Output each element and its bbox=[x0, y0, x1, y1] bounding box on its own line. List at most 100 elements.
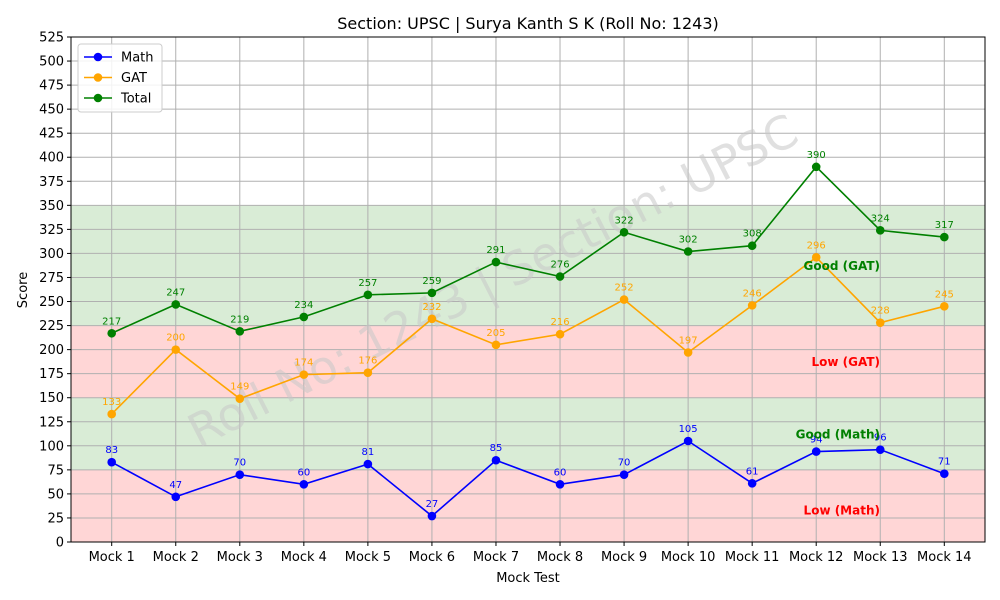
data-point-math bbox=[619, 470, 629, 479]
data-point-gat bbox=[235, 394, 245, 403]
chart-title: Section: UPSC | Surya Kanth S K (Roll No… bbox=[337, 14, 718, 33]
grid-layer bbox=[71, 36, 985, 543]
data-label-math: 70 bbox=[618, 458, 631, 469]
data-label-total: 322 bbox=[615, 215, 634, 226]
x-tick-label: Mock 5 bbox=[345, 550, 391, 565]
data-point-gat bbox=[491, 340, 501, 350]
data-label-gat: 149 bbox=[230, 382, 249, 393]
y-tick-label: 275 bbox=[39, 271, 64, 286]
data-point-math bbox=[299, 479, 309, 489]
data-label-gat: 197 bbox=[679, 336, 698, 347]
y-tick-label: 425 bbox=[39, 127, 64, 142]
data-label-math: 85 bbox=[490, 443, 503, 454]
x-tick-label: Mock 7 bbox=[473, 550, 519, 565]
data-point-total bbox=[619, 227, 629, 237]
y-tick-label: 0 bbox=[56, 536, 64, 551]
data-point-total bbox=[363, 290, 373, 300]
data-point-total bbox=[875, 226, 885, 235]
legend-label-math: Math bbox=[121, 51, 154, 66]
data-point-total bbox=[427, 288, 437, 298]
y-tick-label: 375 bbox=[39, 175, 64, 190]
data-label-total: 324 bbox=[871, 213, 890, 224]
data-label-total: 390 bbox=[807, 150, 826, 161]
x-tick-label: Mock 11 bbox=[725, 550, 780, 565]
data-point-math bbox=[683, 436, 693, 446]
legend-label-gat: GAT bbox=[121, 71, 147, 86]
data-label-gat: 252 bbox=[615, 283, 634, 294]
legend-marker-math bbox=[93, 52, 103, 62]
data-point-gat bbox=[555, 329, 565, 339]
data-label-math: 94 bbox=[810, 435, 823, 446]
data-label-gat: 205 bbox=[486, 328, 505, 339]
data-label-math: 81 bbox=[362, 447, 375, 458]
series-line-gat bbox=[111, 256, 945, 415]
data-label-total: 219 bbox=[230, 314, 249, 325]
data-point-gat bbox=[363, 368, 373, 378]
y-tick-label: 400 bbox=[39, 151, 64, 166]
data-label-total: 291 bbox=[486, 245, 505, 256]
band-layer bbox=[71, 205, 985, 542]
data-point-math bbox=[235, 470, 245, 479]
x-tick-label: Mock 9 bbox=[601, 550, 647, 565]
data-label-total: 247 bbox=[166, 287, 185, 298]
data-point-gat bbox=[427, 314, 437, 324]
data-point-total bbox=[491, 257, 501, 267]
data-point-gat bbox=[875, 318, 885, 327]
data-point-math bbox=[940, 469, 949, 479]
data-point-gat bbox=[107, 409, 116, 419]
y-tick-label: 25 bbox=[47, 511, 64, 526]
x-tick-label: Mock 12 bbox=[789, 550, 844, 565]
data-label-gat: 174 bbox=[294, 358, 313, 369]
y-tick-label: 525 bbox=[39, 31, 64, 46]
band-0 bbox=[71, 469, 985, 542]
band-label: Low (GAT) bbox=[811, 355, 880, 369]
band-label: Good (GAT) bbox=[804, 259, 880, 273]
data-point-total bbox=[811, 162, 821, 172]
data-point-total bbox=[940, 232, 949, 242]
data-point-total bbox=[171, 300, 181, 309]
plot-frame bbox=[70, 36, 986, 543]
data-label-math: 27 bbox=[426, 499, 439, 510]
data-label-gat: 133 bbox=[102, 397, 121, 408]
x-tick-label: Mock 13 bbox=[853, 550, 908, 565]
x-tick-label: Mock 4 bbox=[281, 550, 327, 565]
x-tick-label: Mock 10 bbox=[661, 550, 716, 565]
series-line-math bbox=[111, 440, 945, 518]
legend-marker-gat bbox=[93, 73, 103, 82]
data-point-math bbox=[107, 457, 116, 467]
band-1 bbox=[71, 397, 985, 470]
data-label-total: 257 bbox=[358, 278, 377, 289]
x-tick-label: Mock 6 bbox=[409, 550, 455, 565]
data-point-total bbox=[299, 312, 309, 322]
y-tick-label: 175 bbox=[39, 367, 64, 382]
data-point-math bbox=[171, 492, 181, 502]
data-label-total: 317 bbox=[935, 220, 954, 231]
data-label-math: 105 bbox=[679, 424, 698, 435]
y-tick-label: 450 bbox=[39, 103, 64, 118]
data-point-gat bbox=[171, 345, 181, 354]
data-label-total: 259 bbox=[422, 276, 441, 287]
band-3 bbox=[71, 205, 985, 326]
data-label-total: 276 bbox=[550, 260, 569, 271]
x-tick-label: Mock 1 bbox=[89, 550, 135, 565]
data-point-total bbox=[235, 327, 245, 336]
data-point-math bbox=[555, 479, 565, 489]
data-label-total: 234 bbox=[294, 300, 313, 311]
band-labels-layer: Low (Math) Good (Math) Low (GAT) Good (GAT) bbox=[796, 259, 880, 517]
data-label-math: 96 bbox=[874, 433, 887, 444]
data-point-total bbox=[747, 241, 757, 251]
data-point-total bbox=[107, 328, 116, 338]
x-tick-label: Mock 3 bbox=[217, 550, 263, 565]
y-tick-label: 250 bbox=[39, 295, 64, 310]
data-label-math: 61 bbox=[746, 466, 759, 477]
data-label-math: 60 bbox=[554, 467, 567, 478]
data-label-total: 217 bbox=[102, 316, 121, 327]
y-tick-label: 475 bbox=[39, 79, 64, 94]
data-point-math bbox=[811, 447, 821, 456]
x-axis-title: Mock Test bbox=[496, 571, 560, 586]
data-point-math bbox=[491, 455, 501, 465]
data-label-total: 302 bbox=[679, 235, 698, 246]
data-point-gat bbox=[619, 295, 629, 304]
series-layer: 83 47 70 60 81 27 85 60 70 105 61 94 96 71 133 200 149 17… bbox=[102, 150, 954, 521]
y-tick-label: 100 bbox=[39, 439, 64, 454]
